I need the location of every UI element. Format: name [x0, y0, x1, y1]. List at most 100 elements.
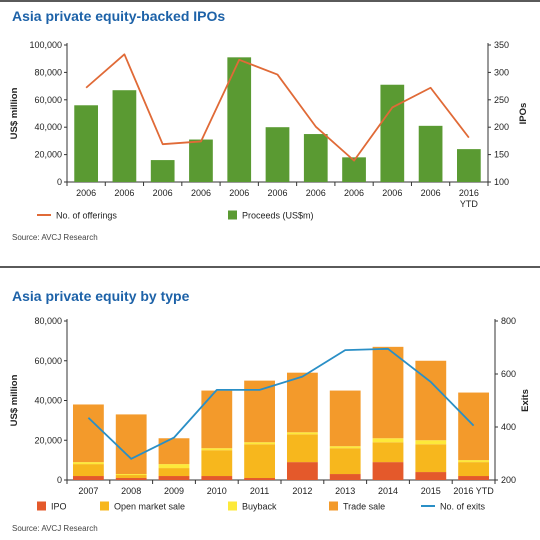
y-tick-label: 20,000	[34, 435, 62, 445]
bar-open-market-sale	[201, 450, 233, 477]
bar-trade-sale	[201, 390, 233, 449]
y2-tick-label: 150	[494, 150, 509, 160]
x-tick-label: 2006	[344, 188, 364, 198]
y2-tick-label: 200	[494, 122, 509, 132]
chart-title: Asia private equity-backed IPOs	[12, 8, 226, 24]
bar-buyback	[72, 462, 104, 465]
bar-buyback	[329, 446, 361, 449]
x-tick-label: 2015	[421, 486, 441, 496]
y2-tick-label: 600	[501, 369, 516, 379]
bar-trade-sale	[458, 392, 490, 461]
x-tick-label: 2006	[421, 188, 441, 198]
y-tick-label: 80,000	[34, 316, 62, 326]
x-tick-label: 2006	[76, 188, 96, 198]
legend-swatch-box	[228, 210, 237, 220]
x-tick-label: 2006	[267, 188, 287, 198]
bar-proceeds-us-m-	[74, 105, 99, 182]
x-tick-label: 2007	[78, 486, 98, 496]
line-no-of-offerings	[85, 53, 470, 162]
bar-open-market-sale	[158, 468, 190, 477]
y2-tick-label: 400	[501, 422, 516, 432]
bar-ipo	[329, 474, 361, 480]
bar-buyback	[372, 438, 404, 443]
bar-trade-sale	[372, 346, 404, 439]
legend-swatch-box	[329, 501, 338, 511]
x-tick-label-line2: YTD	[460, 199, 479, 209]
legend-label: Buyback	[242, 502, 277, 512]
legend-label: No. of offerings	[56, 211, 117, 221]
bar-trade-sale	[115, 414, 147, 475]
bar-buyback	[158, 464, 190, 469]
y-tick-label: 20,000	[34, 150, 62, 160]
y2-tick-label: 100	[494, 177, 509, 187]
bar-ipo	[458, 476, 490, 480]
bar-buyback	[115, 474, 147, 476]
legend-label: IPO	[51, 502, 67, 512]
y-axis-title: US$ million	[9, 374, 20, 426]
bar-open-market-sale	[372, 442, 404, 463]
x-tick-label: 2012	[292, 486, 312, 496]
x-tick-label: 2008	[121, 486, 141, 496]
bar-buyback	[415, 440, 447, 445]
top-rule	[0, 0, 540, 2]
ipo-chart-svg: 0 20,000 40,000 60,000 80,000 100,000 100 150 20…	[9, 40, 529, 221]
bar-buyback	[244, 442, 276, 445]
bar-open-market-sale	[72, 464, 104, 477]
x-tick-label: 2006	[191, 188, 211, 198]
bar-trade-sale	[286, 372, 318, 433]
x-tick-label: 2011	[250, 486, 269, 496]
y-tick-label: 100,000	[29, 40, 62, 50]
x-tick-label: 2009	[164, 486, 184, 496]
y-tick-label: 0	[57, 177, 62, 187]
legend-swatch-box	[100, 501, 109, 511]
bar-ipo	[158, 476, 190, 480]
chart-title: Asia private equity by type	[12, 288, 190, 304]
legend-swatch-box	[228, 501, 237, 511]
bar-ipo	[372, 462, 404, 480]
y-tick-label: 40,000	[34, 396, 62, 406]
legend-label: No. of exits	[440, 502, 486, 512]
y2-tick-label: 800	[501, 316, 516, 326]
bar-proceeds-us-m-	[342, 157, 366, 182]
bar-ipo	[201, 476, 233, 480]
bar-ipo	[115, 478, 147, 480]
y-tick-label: 40,000	[34, 122, 62, 132]
bar-buyback	[201, 448, 233, 451]
bar-open-market-sale	[458, 462, 490, 477]
bar-proceeds-us-m-	[303, 134, 328, 182]
chart-source: Source: AVCJ Research	[12, 233, 98, 242]
legend-label: Open market sale	[114, 502, 185, 512]
legend-label: Trade sale	[343, 502, 385, 512]
y-tick-label: 0	[57, 475, 62, 485]
y-tick-label: 60,000	[34, 95, 62, 105]
legend-swatch-box	[37, 501, 46, 511]
bar-trade-sale	[244, 380, 276, 443]
y-tick-label: 80,000	[34, 67, 62, 77]
y2-axis-title: IPOs	[518, 103, 529, 125]
bar-trade-sale	[329, 390, 361, 447]
exits-chart-svg: 0 20,000 40,000 60,000 80,000 200 400 600 800 US$…	[9, 316, 531, 512]
y-tick-label: 60,000	[34, 356, 62, 366]
x-tick-label: 2006	[382, 188, 402, 198]
x-tick-label: 2006	[229, 188, 249, 198]
bar-buyback	[458, 460, 490, 463]
x-tick-label: 2013	[335, 486, 355, 496]
bar-ipo	[72, 476, 104, 480]
y2-axis-title: Exits	[520, 389, 531, 412]
bar-proceeds-us-m-	[418, 125, 443, 182]
bar-proceeds-us-m-	[189, 139, 213, 182]
bar-buyback	[286, 432, 318, 435]
chart-source: Source: AVCJ Research	[12, 524, 98, 533]
middle-rule	[0, 266, 540, 268]
ipo-chart-panel: Asia private equity-backed IPOs 0 20,000 4…	[0, 0, 540, 250]
bar-trade-sale	[72, 404, 104, 463]
bar-proceeds-us-m-	[112, 90, 137, 182]
bar-open-market-sale	[415, 444, 447, 473]
y2-tick-label: 300	[494, 67, 509, 77]
y-axis-title: US$ million	[9, 87, 20, 139]
y2-tick-label: 250	[494, 95, 509, 105]
bar-proceeds-us-m-	[227, 57, 252, 182]
bar-ipo	[415, 472, 447, 480]
x-tick-label: 2014	[378, 486, 398, 496]
x-tick-label: 2016	[459, 188, 479, 198]
